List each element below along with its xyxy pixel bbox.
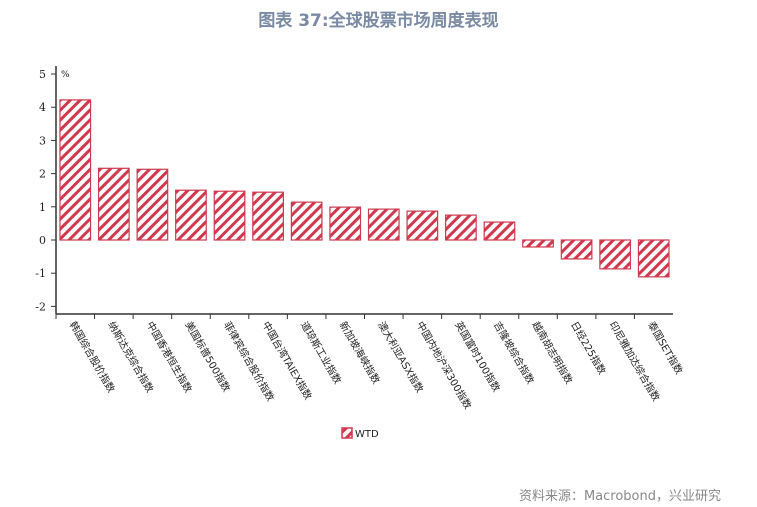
bar <box>406 210 439 241</box>
bar <box>445 214 477 241</box>
bar <box>213 190 246 241</box>
chart-title: 图表 37:全球股票市场周度表现 <box>258 11 499 31</box>
y-tick-label: 0 <box>39 234 46 247</box>
y-axis-unit: % <box>61 70 70 80</box>
bar <box>329 206 362 241</box>
bar <box>59 99 92 241</box>
bar <box>367 208 400 241</box>
x-tick-label: 泰国SET指数 <box>645 319 686 376</box>
legend-label: WTD <box>355 429 379 440</box>
y-tick-label: -2 <box>35 300 46 313</box>
x-tick-label: 越南胡志明指数 <box>529 319 575 386</box>
bar <box>522 239 554 248</box>
y-tick-label: 2 <box>39 168 46 181</box>
bar <box>97 167 130 241</box>
bar <box>290 201 323 241</box>
bar <box>483 221 516 241</box>
legend: WTD <box>341 427 379 440</box>
bar <box>560 239 593 260</box>
y-tick-label: 5 <box>39 68 46 81</box>
x-tick-label: 吉隆坡综合指数 <box>491 319 537 386</box>
legend-swatch <box>341 427 353 439</box>
bar <box>252 191 284 241</box>
y-tick-label: 3 <box>39 134 46 147</box>
source-note: 资料来源：Macrobond，兴业研究 <box>518 489 721 504</box>
bar <box>175 189 207 241</box>
y-tick-label: 1 <box>39 201 46 214</box>
bar <box>637 239 670 278</box>
y-tick-label: -1 <box>35 267 46 280</box>
x-tick-label: 新加坡海峡指数 <box>337 319 383 386</box>
bar <box>599 239 632 270</box>
bar <box>136 168 169 241</box>
x-tick-label: 道琼斯工业指数 <box>298 319 344 386</box>
y-tick-label: 4 <box>39 101 46 114</box>
x-tick-label: 日经225指数 <box>568 319 609 377</box>
